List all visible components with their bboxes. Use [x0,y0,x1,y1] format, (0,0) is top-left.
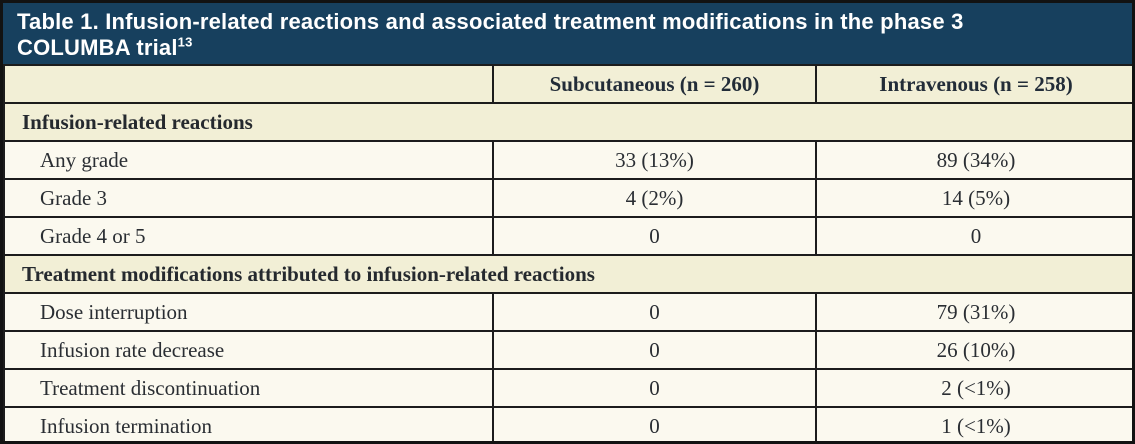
column-header-row: Subcutaneous (n = 260) Intravenous (n = … [3,64,1132,104]
row-label: Dose interruption [3,292,494,332]
subcutaneous-value: 0 [492,368,817,408]
table-row-grade-4-or-5: Grade 4 or 5 0 0 [3,216,1132,256]
column-header-subcutaneous: Subcutaneous (n = 260) [492,64,817,104]
row-label: Grade 4 or 5 [3,216,494,256]
intravenous-value: 0 [815,216,1132,256]
table-row-infusion-termination: Infusion termination 0 1 (<1%) [3,406,1132,441]
corner-empty-cell [3,64,494,104]
subcutaneous-value: 33 (13%) [492,140,817,180]
subcutaneous-value: 4 (2%) [492,178,817,218]
citation-superscript: 13 [177,34,193,50]
table-title-line2-text: COLUMBA trial [17,35,178,60]
table-row-any-grade: Any grade 33 (13%) 89 (34%) [3,140,1132,180]
section-header-treatment-modifications: Treatment modifications attributed to in… [3,254,1132,294]
table-title-line2: COLUMBA trial13 [17,35,1118,61]
infusion-reactions-table: Subcutaneous (n = 260) Intravenous (n = … [3,64,1132,441]
table-title-bar: Table 1. Infusion-related reactions and … [3,3,1132,64]
table-row-treatment-discontinuation: Treatment discontinuation 0 2 (<1%) [3,368,1132,408]
subcutaneous-value: 0 [492,330,817,370]
row-label: Grade 3 [3,178,494,218]
table-row-infusion-rate-decrease: Infusion rate decrease 0 26 (10%) [3,330,1132,370]
subcutaneous-value: 0 [492,292,817,332]
subcutaneous-value: 0 [492,216,817,256]
intravenous-value: 1 (<1%) [815,406,1132,441]
row-label: Treatment discontinuation [3,368,494,408]
intravenous-value: 79 (31%) [815,292,1132,332]
subcutaneous-value: 0 [492,406,817,441]
row-label: Infusion termination [3,406,494,441]
table-row-dose-interruption: Dose interruption 0 79 (31%) [3,292,1132,332]
column-header-intravenous: Intravenous (n = 258) [815,64,1132,104]
intravenous-value: 14 (5%) [815,178,1132,218]
table-row-grade-3: Grade 3 4 (2%) 14 (5%) [3,178,1132,218]
table-title-line1: Table 1. Infusion-related reactions and … [17,9,964,34]
section-header-infusion-reactions: Infusion-related reactions [3,102,1132,142]
intravenous-value: 2 (<1%) [815,368,1132,408]
intravenous-value: 89 (34%) [815,140,1132,180]
intravenous-value: 26 (10%) [815,330,1132,370]
section-header-label: Infusion-related reactions [3,102,1132,142]
row-label: Any grade [3,140,494,180]
section-header-label: Treatment modifications attributed to in… [3,254,1132,294]
row-label: Infusion rate decrease [3,330,494,370]
